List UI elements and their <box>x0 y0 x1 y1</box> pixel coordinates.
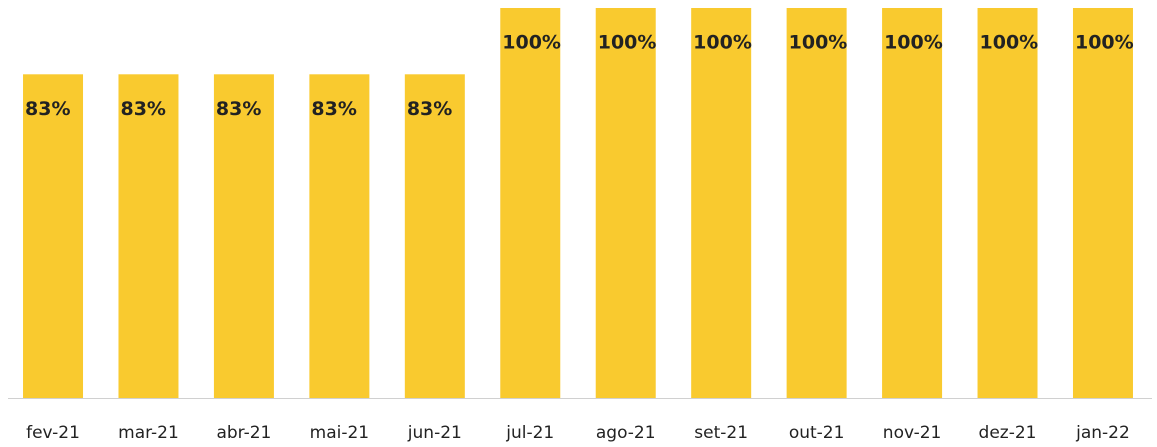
x-tick-label: dez-21 <box>979 423 1037 443</box>
x-tick-label: ago-21 <box>596 423 656 443</box>
x-tick-label: nov-21 <box>883 423 942 443</box>
bar <box>23 74 84 399</box>
bar <box>500 8 561 398</box>
bar <box>309 74 370 399</box>
value-label: 83% <box>311 98 356 120</box>
bar <box>882 8 943 398</box>
value-label: 83% <box>216 98 261 120</box>
value-label: 100% <box>884 32 943 54</box>
bar <box>213 74 274 399</box>
bar <box>977 8 1038 398</box>
bar <box>118 74 179 399</box>
value-label: 100% <box>980 32 1039 54</box>
x-tick-label: jul-21 <box>505 423 554 443</box>
value-label: 100% <box>1075 32 1134 54</box>
value-label: 83% <box>120 98 165 120</box>
x-tick-label: jun-21 <box>407 423 462 443</box>
value-label: 100% <box>693 32 752 54</box>
bar <box>1072 8 1133 398</box>
bar <box>691 8 752 398</box>
x-tick-label: mar-21 <box>118 423 179 443</box>
value-label: 100% <box>789 32 848 54</box>
x-tick-label: out-21 <box>789 423 845 443</box>
x-tick-label: jan-22 <box>1075 423 1130 443</box>
bar <box>404 74 465 399</box>
value-label: 83% <box>25 98 70 120</box>
x-tick-label: fev-21 <box>26 423 80 443</box>
x-tick-label: mai-21 <box>310 423 369 443</box>
value-label: 100% <box>502 32 561 54</box>
x-tick-label: set-21 <box>694 423 748 443</box>
bar <box>595 8 656 398</box>
value-label: 100% <box>598 32 657 54</box>
bar <box>786 8 847 398</box>
value-label: 83% <box>407 98 452 120</box>
x-tick-label: abr-21 <box>216 423 271 443</box>
